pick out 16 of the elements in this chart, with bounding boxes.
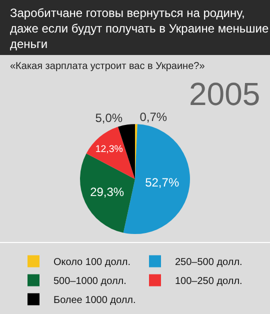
pie-slice [86, 126, 135, 180]
legend-label: 500–1000 долл. [54, 276, 126, 288]
pie-slice [123, 124, 190, 234]
legend-label: 100–250 долл. [175, 276, 242, 288]
data-label: 29,3% [90, 185, 124, 200]
data-label: 12,3% [95, 144, 124, 155]
legend-label: Около 100 долл. [54, 257, 130, 268]
data-label: 52,7% [145, 176, 180, 190]
chart-title: Заробитчане готовы вернуться на родину, даже если будут получать в Украине меньшие деньги [10, 6, 269, 52]
legend-label: Более 1000 долл. [54, 295, 136, 306]
chart-subtitle: «Какая зарплата устроит вас в Украине?» [10, 61, 206, 72]
data-label: 5,0% [95, 110, 123, 125]
data-label: 0,7% [140, 110, 168, 124]
legend-label: 250–500 долл. [175, 257, 242, 268]
pie-slice [80, 153, 135, 233]
text: 2005 [189, 76, 260, 112]
